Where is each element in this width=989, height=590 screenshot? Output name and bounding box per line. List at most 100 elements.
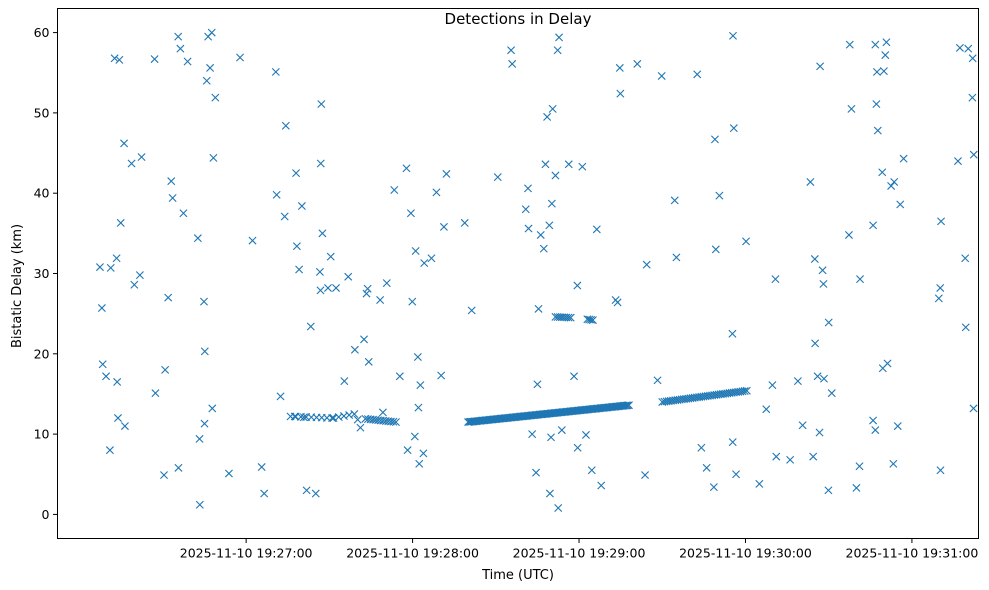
detection-point — [581, 430, 590, 439]
detection-point — [271, 67, 280, 76]
detection-point — [315, 267, 324, 276]
detection-point — [732, 470, 741, 479]
detection-point — [206, 63, 215, 72]
track-detection-point — [622, 401, 631, 410]
y-tick-label: 20 — [34, 346, 50, 361]
detection-point — [827, 389, 836, 398]
detection-point — [613, 298, 622, 307]
detection-point — [806, 177, 815, 186]
detection-point — [545, 489, 554, 498]
detection-point — [207, 28, 216, 37]
detection-point — [545, 221, 554, 230]
detection-point — [844, 230, 853, 239]
detection-point — [728, 438, 737, 447]
detection-point — [742, 237, 751, 246]
x-tick-label: 2025-11-10 19:30:00 — [679, 546, 812, 561]
detection-point — [390, 185, 399, 194]
detection-point — [578, 162, 587, 171]
detection-point — [95, 263, 104, 272]
detection-point — [768, 381, 777, 390]
detection-point — [260, 489, 269, 498]
track-detection-point — [339, 412, 348, 421]
detection-point — [290, 412, 299, 421]
detection-point — [547, 199, 556, 208]
detection-point — [276, 392, 285, 401]
detection-point — [179, 209, 188, 218]
detection-point — [557, 426, 566, 435]
detection-point — [772, 452, 781, 461]
detection-point — [302, 486, 311, 495]
detection-point — [936, 283, 945, 292]
detection-point — [555, 33, 564, 42]
detection-point — [395, 372, 404, 381]
detection-point — [793, 377, 802, 386]
detection-point — [818, 266, 827, 275]
track-detection-point — [391, 418, 400, 427]
detection-point — [406, 209, 415, 218]
detection-point — [762, 405, 771, 414]
detection-point — [174, 32, 183, 41]
detection-point — [536, 230, 545, 239]
detection-point — [845, 40, 854, 49]
detection-point — [528, 430, 537, 439]
detection-point — [507, 46, 516, 55]
detection-point — [810, 255, 819, 264]
track-detection-point — [742, 386, 751, 395]
detection-point — [573, 281, 582, 290]
axes-frame — [57, 8, 979, 539]
detection-point — [110, 54, 119, 63]
detection-point — [362, 289, 371, 298]
detection-point — [729, 124, 738, 133]
detection-point — [878, 364, 887, 373]
detection-point — [364, 357, 373, 366]
detection-point — [532, 468, 541, 477]
x-axis-ticks: 2025-11-10 19:27:00 2025-11-10 19:28:00 20… — [180, 538, 979, 561]
detection-point — [899, 154, 908, 163]
track-detection-point — [564, 313, 573, 322]
detection-point — [493, 173, 502, 182]
detection-point — [411, 247, 420, 256]
detection-point — [869, 416, 878, 425]
detection-point — [755, 479, 764, 488]
detection-point — [382, 279, 391, 288]
detection-point — [969, 150, 978, 159]
detection-point — [306, 322, 315, 331]
detection-point — [295, 265, 304, 274]
detection-point — [130, 280, 139, 289]
detection-point — [670, 196, 679, 205]
detection-point — [115, 55, 124, 64]
detection-point — [547, 433, 556, 442]
track-detection-point — [345, 411, 354, 420]
detection-point — [248, 236, 257, 245]
detection-point — [855, 462, 864, 471]
detection-point — [317, 100, 326, 109]
detection-point — [137, 153, 146, 162]
detection-point — [539, 244, 548, 253]
detection-point — [813, 372, 822, 381]
x-tick-label: 2025-11-10 19:31:00 — [846, 546, 979, 561]
detection-point — [548, 104, 557, 113]
detection-point — [106, 263, 115, 272]
detection-point — [937, 217, 946, 226]
detection-point — [533, 380, 542, 389]
detection-point — [597, 481, 606, 490]
detection-point — [199, 297, 208, 306]
detection-point — [896, 200, 905, 209]
detection-point — [964, 44, 973, 53]
detection-point — [120, 139, 129, 148]
detection-point — [200, 419, 209, 428]
detection-point — [882, 38, 891, 47]
detection-point — [112, 254, 121, 263]
y-tick-label: 30 — [34, 266, 50, 281]
chart-title: Detections in Delay — [445, 10, 592, 28]
x-tick-label: 2025-11-10 19:29:00 — [513, 546, 646, 561]
detection-point — [297, 202, 306, 211]
detection-point — [224, 469, 233, 478]
detection-point — [847, 104, 856, 113]
detection-point — [592, 225, 601, 234]
detection-point — [710, 135, 719, 144]
y-tick-label: 50 — [34, 105, 50, 120]
track-detection-point — [328, 414, 337, 423]
track-detection-point — [740, 387, 749, 396]
